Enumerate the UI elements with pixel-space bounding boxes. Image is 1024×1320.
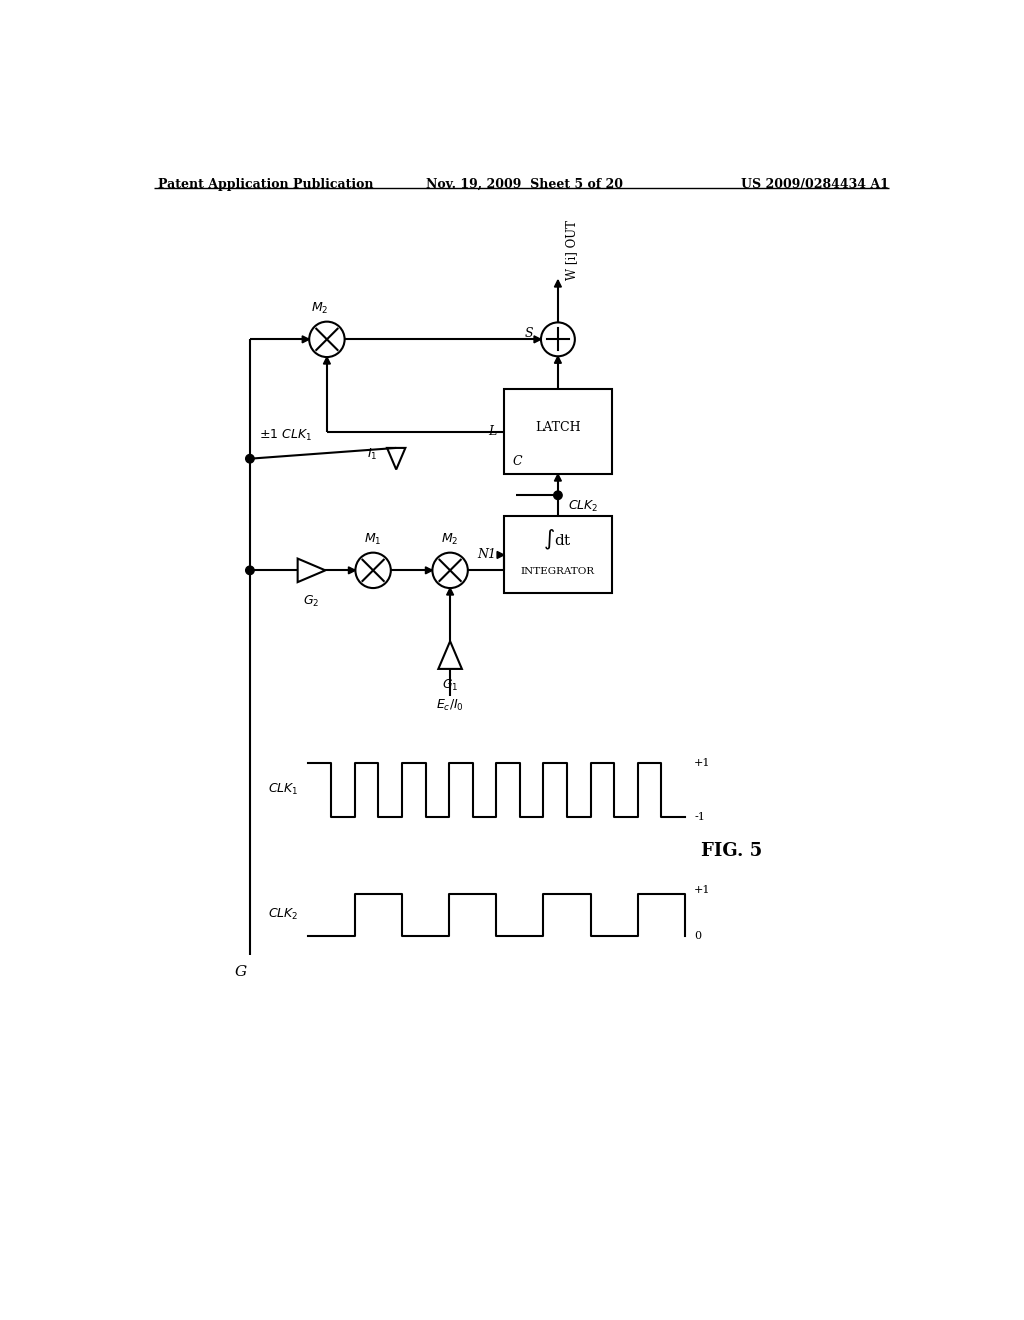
Text: $\pm 1\ CLK_1$: $\pm 1\ CLK_1$ [259, 428, 312, 444]
Circle shape [246, 454, 254, 463]
Text: Nov. 19, 2009  Sheet 5 of 20: Nov. 19, 2009 Sheet 5 of 20 [426, 178, 624, 190]
Polygon shape [554, 280, 561, 286]
Bar [504, 516, 611, 594]
Polygon shape [446, 589, 454, 595]
Polygon shape [554, 474, 561, 480]
Polygon shape [497, 552, 504, 558]
Text: $CLK_2$: $CLK_2$ [568, 499, 598, 515]
Text: Patent Application Publication: Patent Application Publication [158, 178, 373, 190]
Text: US 2009/0284434 A1: US 2009/0284434 A1 [741, 178, 889, 190]
Text: $M_1$: $M_1$ [365, 532, 382, 548]
Text: N1: N1 [477, 548, 497, 561]
Text: $G_2$: $G_2$ [303, 594, 319, 609]
Circle shape [554, 491, 562, 499]
Polygon shape [554, 356, 561, 363]
Text: G: G [234, 965, 247, 978]
Text: C: C [512, 455, 522, 469]
Polygon shape [324, 358, 331, 364]
Polygon shape [348, 566, 355, 574]
Text: -1: -1 [694, 812, 706, 822]
Polygon shape [302, 335, 309, 343]
Text: $M_2$: $M_2$ [310, 301, 328, 317]
Text: +1: +1 [694, 758, 711, 768]
Text: INTEGRATOR: INTEGRATOR [521, 568, 595, 577]
Text: 0: 0 [694, 931, 701, 941]
Text: +1: +1 [694, 884, 711, 895]
Text: L: L [488, 425, 497, 438]
Polygon shape [425, 566, 432, 574]
Text: $CLK_2$: $CLK_2$ [268, 907, 298, 923]
Text: W [i] OUT: W [i] OUT [565, 220, 579, 280]
Text: FIG. 5: FIG. 5 [700, 842, 762, 861]
Text: $E_c/I_0$: $E_c/I_0$ [436, 697, 464, 713]
Text: $M_2$: $M_2$ [441, 532, 459, 548]
Polygon shape [535, 335, 541, 343]
Bar [504, 389, 611, 474]
Text: $I_1$: $I_1$ [367, 447, 377, 462]
Text: LATCH: LATCH [536, 421, 581, 434]
Text: S: S [524, 327, 534, 341]
Text: $\int$dt: $\int$dt [544, 528, 572, 552]
Text: $CLK_1$: $CLK_1$ [268, 783, 298, 797]
Text: $G_1$: $G_1$ [442, 678, 459, 693]
Circle shape [246, 566, 254, 574]
